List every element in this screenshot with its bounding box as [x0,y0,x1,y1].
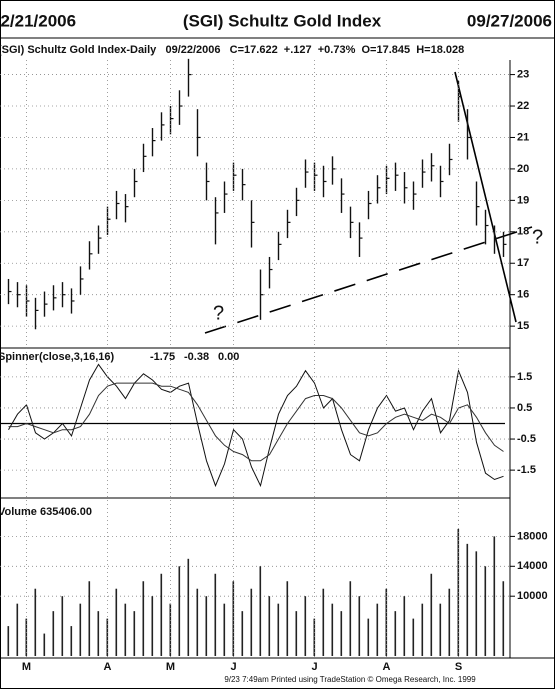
volume-bar [214,573,217,656]
y-tick-label: -0.5 [517,433,536,445]
volume-bar [43,633,46,656]
volume-bar [34,588,37,656]
volume-bar [349,581,352,656]
volume-bar [394,611,397,656]
footer: 9/23 7:49am Printed using TradeStation ©… [224,675,476,684]
volume-bar [97,611,100,656]
volume-bar [178,566,181,656]
y-tick-label: 20 [517,163,529,175]
volume-bar [7,626,10,656]
y-tick-label: 16 [517,289,529,301]
volume-bar [412,618,415,656]
y-tick-label: 18000 [517,530,548,542]
y-tick-label: 21 [517,131,529,143]
x-tick-label: M [166,661,175,673]
annotation: ? [213,302,224,324]
volume-bar [286,581,289,656]
volume-bar [331,603,334,656]
volume-bar [475,551,478,656]
volume-bar [421,603,424,656]
volume-bar [484,566,487,656]
indicator-line [8,363,504,488]
annotation: ? [532,226,543,248]
volume-bar [196,588,199,656]
volume-bar [142,581,145,656]
volume-bar [439,603,442,656]
volume-bar [241,611,244,656]
y-tick-label: 1.5 [517,371,532,383]
volume-bar [133,611,136,656]
x-tick-label: A [383,661,391,673]
volume-bar [16,603,19,656]
volume-bar [340,611,343,656]
y-tick-label: 17 [517,257,529,269]
volume-bar [61,596,64,656]
volume-bar [295,611,298,656]
y-tick-label: 18 [517,226,529,238]
volume-bar [160,573,163,656]
volume-bar [466,543,469,656]
x-tick-label: S [455,661,462,673]
y-tick-label: 22 [517,100,529,112]
indicator-readout: 0.00 [218,351,239,363]
volume-bar [169,603,172,656]
volume-bar [151,596,154,656]
volume-bar [502,581,505,656]
volume-bar [259,566,262,656]
volume-bar [88,581,91,656]
volume-bar [322,588,325,656]
volume-bar [367,618,370,656]
volume-bar [313,618,316,656]
volume-bar [124,603,127,656]
volume-bar [358,596,361,656]
volume-label: Volume 635406.00 [0,506,92,518]
volume-bar [448,588,451,656]
trend-line [454,71,517,323]
volume-bar [115,588,118,656]
volume-bar [430,573,433,656]
volume-bar [25,618,28,656]
volume-bar [106,618,109,656]
indicator-readout: -0.38 [184,351,209,363]
volume-bar [223,603,226,656]
volume-bar [187,558,190,656]
y-tick-label: 14000 [517,560,548,572]
y-tick-label: 19 [517,194,529,206]
indicator-line [8,382,504,462]
volume-bar [52,611,55,656]
indicator-readout: -1.75 [150,351,175,363]
y-tick-label: 0.5 [517,402,532,414]
volume-bar [493,536,496,656]
indicator-label: Spinner(close,3,16,16) [0,351,114,363]
volume-bar [232,581,235,656]
x-tick-label: A [104,661,112,673]
x-tick-label: J [230,661,236,673]
volume-bar [268,596,271,656]
volume-bar [403,596,406,656]
volume-bar [79,603,82,656]
y-tick-label: 10000 [517,590,548,602]
x-tick-label: M [22,661,31,673]
volume-bar [376,603,379,656]
volume-bar [385,588,388,656]
support-line [204,226,533,334]
start-date: 02/21/2006 [0,11,76,30]
end-date: 09/27/2006 [467,11,552,30]
title: (SGI) Schultz Gold Index [183,11,382,30]
y-tick-label: 23 [517,68,529,80]
volume-bar [304,596,307,656]
x-tick-label: J [311,661,317,673]
y-tick-label: -1.5 [517,464,536,476]
y-tick-label: 15 [517,320,529,332]
volume-bar [277,603,280,656]
volume-bar [205,596,208,656]
info-line: (SGI) Schultz Gold Index-Daily 09/22/200… [0,44,464,56]
volume-bar [250,588,253,656]
volume-bar [70,626,73,656]
